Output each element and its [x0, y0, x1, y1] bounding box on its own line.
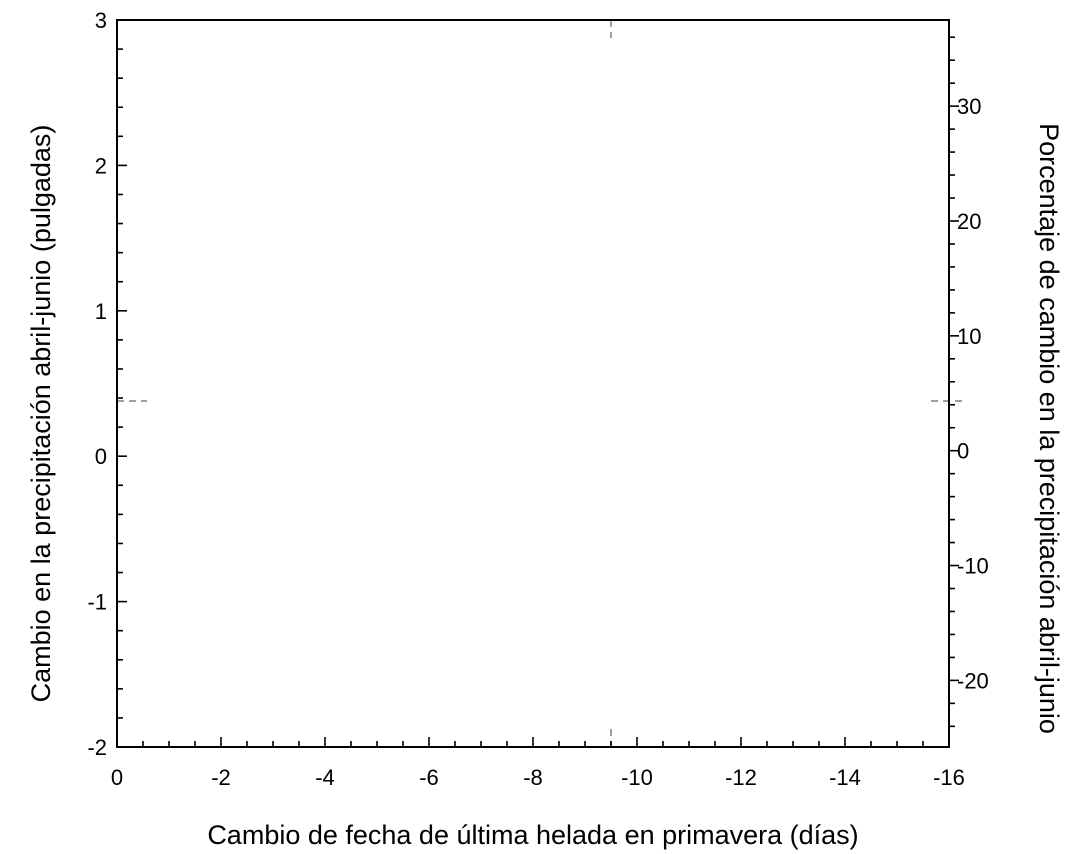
y-tick-label: -2 — [87, 735, 107, 760]
x-axis-title: Cambio de fecha de última helada en prim… — [207, 820, 858, 850]
y-axis-title: Cambio en la precipitación abril-junio (… — [26, 125, 56, 703]
x-tick-label: -4 — [315, 765, 335, 790]
x-tick-label: -14 — [829, 765, 861, 790]
y2-tick-label: 20 — [957, 209, 981, 234]
y-tick-label: -1 — [87, 590, 107, 615]
plot-frame — [116, 19, 950, 748]
x-tick-label: 0 — [111, 765, 123, 790]
axis-ticks — [116, 19, 959, 748]
y-tick-label: 1 — [95, 299, 107, 324]
x-tick-label: -10 — [621, 765, 653, 790]
y2-tick-label: -10 — [957, 554, 989, 579]
y2-tick-label: 0 — [957, 439, 969, 464]
reference-lines — [117, 20, 965, 747]
x-tick-label: -12 — [725, 765, 757, 790]
y2-tick-label: 10 — [957, 324, 981, 349]
y-tick-label: 2 — [95, 153, 107, 178]
y-tick-label: 0 — [95, 444, 107, 469]
y2-tick-label: 30 — [957, 94, 981, 119]
x-tick-label: -16 — [933, 765, 965, 790]
x-tick-label: -8 — [523, 765, 543, 790]
x-tick-label: -2 — [211, 765, 231, 790]
y2-tick-label: -20 — [957, 668, 989, 693]
tick-labels: 0 -2 -4 -6 -8 -10 -12 -14 -16-2-10123-20-1001020… — [87, 8, 988, 790]
y-tick-label: 3 — [95, 8, 107, 33]
y2-axis-title: Porcentaje de cambio en la precipitación… — [1034, 123, 1064, 734]
x-tick-label: -6 — [419, 765, 439, 790]
